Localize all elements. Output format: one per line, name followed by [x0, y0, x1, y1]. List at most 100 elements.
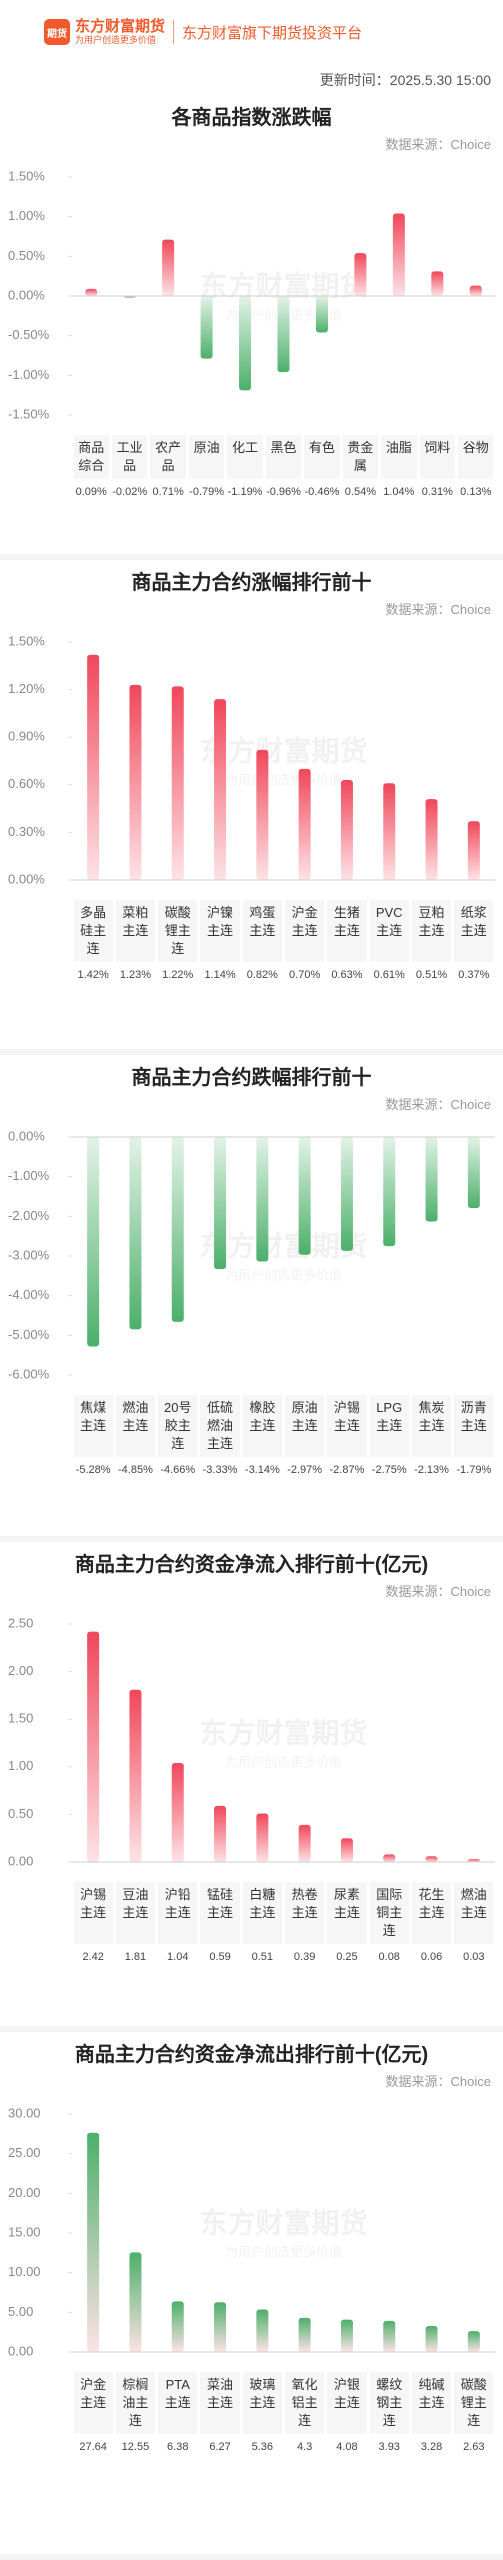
- category-cell: 碳酸锂主连: [158, 900, 198, 962]
- x-tick-label: 玻璃主连: [249, 2377, 276, 2410]
- value-row: -5.28% -4.85% -4.66% -3.33% -3.14% -2.97% -2.8…: [72, 1457, 495, 1483]
- category-cell: 燃油主连: [115, 1395, 156, 1457]
- chart-section: 商品主力合约资金净流出排行前十(亿元) 数据来源：Choice 30.00 25.00…: [0, 2032, 503, 2560]
- value-label: 0.51%: [415, 969, 448, 981]
- bar: [129, 1689, 142, 1862]
- data-source: 数据来源：Choice: [385, 137, 491, 152]
- bar: [298, 1137, 311, 1255]
- y-tick-label: 1.00: [8, 1758, 33, 1773]
- data-source: 数据来源：Choice: [385, 1584, 491, 1599]
- bar: [354, 253, 367, 296]
- y-tick-label: 0.00%: [8, 871, 45, 886]
- data-source: 数据来源：Choice: [385, 602, 491, 617]
- category-cell: 橡胶主连: [242, 1395, 282, 1457]
- value-label: 3.28: [420, 2441, 443, 2453]
- y-tick-label: 0.60%: [8, 776, 45, 791]
- x-tick-label: 沪锡主连: [333, 1400, 360, 1433]
- y-tick-label: -5.00%: [8, 1327, 50, 1342]
- bar: [256, 2309, 269, 2352]
- x-tick-label: 沪镍主连: [207, 905, 234, 938]
- bar: [340, 1137, 353, 1251]
- category-cell: 豆油主连: [115, 1882, 156, 1944]
- bar: [340, 1838, 353, 1862]
- bar: [383, 783, 396, 880]
- brand-slogan: 为用户创造更多价值: [75, 35, 157, 45]
- category-cell: 热卷主连: [284, 1882, 325, 1944]
- category-cell: 碳酸锂主连: [454, 2372, 494, 2434]
- bar: [315, 296, 328, 333]
- category-cell: 原油主连: [284, 1395, 325, 1457]
- x-tick-label: 生猪主连: [333, 905, 360, 938]
- category-cell: 沪镍主连: [200, 900, 240, 962]
- x-tick-label: 20号胶主连: [164, 1400, 192, 1451]
- category-cell: LPG主连: [369, 1395, 409, 1457]
- bar: [256, 1137, 269, 1262]
- bar: [87, 1631, 100, 1862]
- x-tick-label: PTA主连: [164, 2377, 191, 2410]
- value-label: 0.03: [463, 1951, 485, 1963]
- bar: [425, 1137, 438, 1222]
- bar: [87, 1137, 100, 1347]
- category-cell: 20号胶主连: [158, 1395, 198, 1457]
- category-cell: 沪银主连: [327, 2372, 367, 2434]
- value-label: 4.3: [296, 2441, 313, 2453]
- y-tick-label: 1.00%: [8, 208, 45, 223]
- y-tick-label: -1.50%: [8, 406, 50, 421]
- value-label: -0.46%: [304, 486, 340, 498]
- bar: [383, 1854, 396, 1862]
- x-tick-label: 燃油主连: [460, 1887, 487, 1920]
- category-cell: 棕榈油主连: [115, 2372, 156, 2434]
- category-cell: 沥青主连: [454, 1395, 494, 1457]
- bar: [171, 686, 184, 880]
- value-label: -2.97%: [287, 1464, 323, 1476]
- value-label: 27.64: [79, 2441, 107, 2453]
- y-tick-label: 30.00: [8, 2105, 41, 2120]
- plot: 30.00 25.00 20.00 15.00 10.00 5.00 0.00 东方财富期货为…: [8, 2105, 495, 2358]
- value-label: 6.27: [209, 2441, 231, 2453]
- y-tick-label: 0.90%: [8, 729, 45, 744]
- x-tick-label: 纯碱主连: [418, 2377, 445, 2410]
- value-label: -3.33%: [202, 1464, 238, 1476]
- plot: 0.00% -1.00% -2.00% -3.00% -4.00% -5.00% -6.00…: [8, 1128, 495, 1381]
- x-tick-label: 螺纹钢主连: [376, 2377, 403, 2428]
- brand-name: 东方财富期货: [75, 18, 166, 35]
- value-label: 1.23%: [119, 969, 152, 981]
- x-tick-label: 豆油主连: [122, 1887, 149, 1920]
- value-label: 1.42%: [77, 969, 109, 981]
- value-label: -5.28%: [75, 1464, 111, 1476]
- bar: [298, 2317, 311, 2352]
- value-label: 3.93: [378, 2441, 400, 2453]
- logo-icon: 期货: [44, 19, 70, 45]
- value-label: 2.42: [82, 1951, 104, 1963]
- x-tick-label: LPG主连: [376, 1400, 403, 1433]
- category-cell: 生猪主连: [327, 900, 367, 962]
- y-tick-label: 5.00: [8, 2304, 33, 2319]
- bar: [256, 749, 269, 880]
- header: 期货 东方财富期货 为用户创造更多价值 东方财富旗下期货投资平台 更新时间：20…: [0, 0, 503, 95]
- chart-title: 商品主力合约资金净流入排行前十(亿元): [74, 1554, 429, 1576]
- category-cell: 沪锡主连: [327, 1395, 367, 1457]
- y-tick-label: -4.00%: [8, 1287, 50, 1302]
- value-label: 0.82%: [246, 969, 278, 981]
- bar: [383, 1137, 396, 1247]
- x-tick-label: 碳酸锂主连: [460, 2377, 487, 2428]
- bar: [171, 2301, 184, 2352]
- category-cell: 玻璃主连: [242, 2372, 282, 2434]
- category-row: 多晶硅主连 菜粕主连 碳酸锂主连 沪镍主连 鸡蛋主连 沪金主连 生猪主连 PVC主连 豆粕主连纸…: [72, 900, 495, 962]
- data-source: 数据来源：Choice: [385, 2074, 491, 2089]
- x-tick-label: 商品综合: [78, 440, 105, 473]
- value-label: -0.96%: [266, 486, 301, 498]
- bar: [214, 1805, 227, 1862]
- x-tick-label: 原油: [193, 440, 220, 455]
- charts: 各商品指数涨跌幅 数据来源：Choice 1.50% 1.00% 0.50% 0.00% -…: [0, 95, 503, 2560]
- category-cell: 饲料: [419, 435, 456, 479]
- value-label: -2.13%: [414, 1464, 449, 1476]
- category-cell: 菜油主连: [200, 2372, 240, 2434]
- separator: [173, 20, 175, 44]
- category-row: 商品综合 工业品 农产品 原油 化工 黑色 有色 贵金属 油脂 饲料 谷物: [72, 435, 495, 479]
- x-tick-label: 原油主连: [291, 1400, 318, 1433]
- value-label: 0.25: [336, 1951, 358, 1963]
- category-cell: 焦煤主连: [73, 1395, 113, 1457]
- bar: [171, 1762, 184, 1862]
